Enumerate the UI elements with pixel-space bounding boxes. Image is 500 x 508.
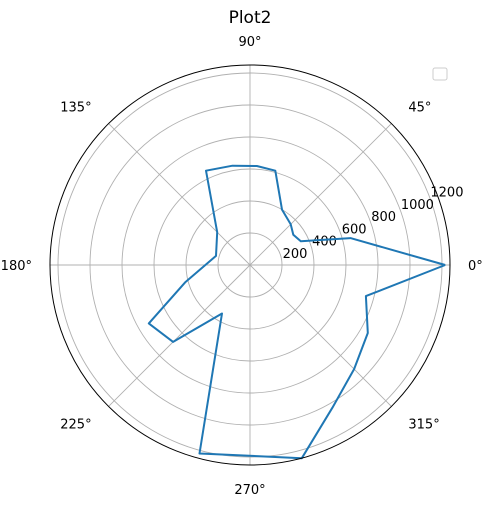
radial-tick-label: 1200 (430, 186, 463, 201)
series-line (147, 164, 446, 460)
angular-gridline (108, 264, 251, 407)
angular-gridline (249, 123, 392, 266)
radial-tick-label: 600 (342, 222, 367, 237)
theta-tick-label: 135° (60, 101, 91, 116)
radial-tick-label: 800 (371, 210, 396, 225)
chart-title: Plot2 (229, 8, 272, 28)
theta-tick-label: 90° (238, 35, 261, 50)
theta-tick-labels: 0° 45° 90° 135° 180° 225° 270° 315° (1, 35, 483, 498)
angular-gridline (108, 123, 251, 266)
legend-box (432, 67, 448, 81)
radial-tick-label: 1000 (401, 198, 434, 213)
theta-tick-label: 0° (468, 259, 483, 274)
radial-tick-label: 400 (312, 235, 337, 250)
radial-tick-label: 200 (283, 247, 308, 262)
polar-grid (50, 65, 450, 465)
theta-tick-label: 225° (60, 417, 91, 432)
theta-tick-label: 180° (1, 259, 32, 274)
theta-tick-label: 270° (234, 483, 265, 498)
theta-tick-label: 315° (408, 417, 439, 432)
polar-frame (49, 64, 451, 466)
theta-tick-label: 45° (408, 101, 431, 116)
angular-gridline (249, 264, 392, 407)
